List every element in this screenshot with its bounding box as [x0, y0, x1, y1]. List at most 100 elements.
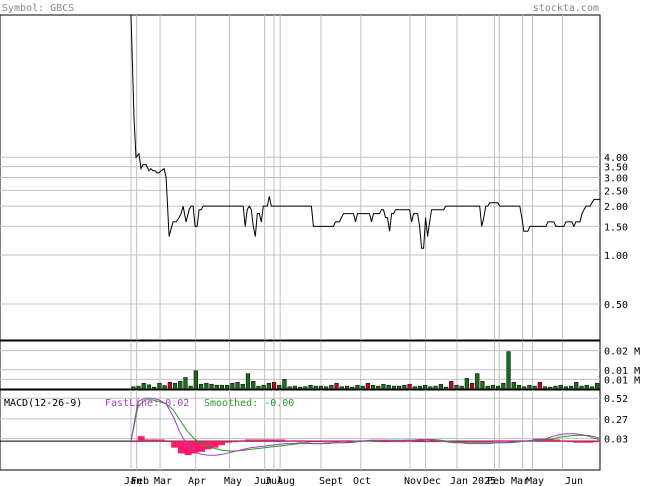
volume-bar [433, 385, 438, 390]
volume-bar [386, 384, 391, 390]
volume-bar [589, 386, 595, 390]
volume-bar [490, 384, 496, 390]
x-axis-label: Jan [450, 476, 468, 486]
macd-histogram-bar [378, 441, 386, 443]
volume-bar [579, 385, 584, 390]
volume-bar [136, 385, 141, 390]
price-y-tick-label: 3.50 [604, 163, 628, 174]
macd-histogram-bar [271, 439, 279, 442]
macd-histogram-bar [325, 440, 333, 442]
volume-bar [553, 385, 558, 390]
volume-y-tick-label: 0.01 M [604, 375, 640, 386]
volume-bar [563, 386, 568, 390]
price-y-tick-label: 2.00 [604, 202, 628, 213]
price-line [130, 14, 600, 249]
x-axis-label: Feb [131, 476, 149, 486]
macd-histogram-bar [559, 440, 567, 442]
macd-histogram-bar [506, 440, 514, 442]
volume-bar [475, 373, 480, 390]
volume-bar [131, 386, 136, 390]
volume-bar [329, 384, 334, 390]
volume-bar [506, 351, 511, 390]
volume-bar [219, 384, 225, 390]
volume-bar [308, 384, 313, 390]
volume-bar [344, 385, 350, 390]
volume-bar [298, 386, 303, 390]
volume-bar [146, 384, 152, 390]
macd-histogram-bar [131, 441, 138, 443]
x-axis-label: Mar [154, 476, 172, 486]
volume-bar [360, 385, 365, 390]
volume-bar [324, 386, 329, 390]
volume-bar [516, 384, 522, 390]
volume-bar [235, 382, 240, 390]
volume-bar [574, 382, 579, 390]
price-y-tick-label: 2.50 [604, 186, 628, 197]
macd-histogram-bar [593, 441, 601, 443]
macd-smoothed-line [130, 399, 601, 452]
macd-histogram-bar [238, 440, 246, 442]
macd-histogram-bar [486, 441, 494, 443]
volume-bar [198, 383, 204, 390]
macd-y-axis: 0.52 0.27 0.03 [604, 394, 628, 445]
x-axis-label: May [224, 476, 242, 486]
macd-histogram-bar [144, 439, 152, 442]
volume-bar [402, 384, 407, 390]
macd-histogram-bar [251, 439, 259, 442]
macd-histogram-bar [151, 439, 159, 442]
macd-histogram-bar [573, 441, 581, 443]
macd-histogram-bar [425, 441, 433, 443]
price-y-tick-label: 1.50 [604, 222, 628, 233]
macd-histogram-bar [164, 441, 172, 443]
x-axis-label: May [526, 476, 544, 486]
volume-bar [428, 386, 433, 390]
macd-histogram-bar [184, 441, 192, 456]
macd-y-tick-label: 0.03 [604, 435, 628, 446]
macd-histogram-bar [472, 441, 480, 443]
volume-bar [251, 381, 256, 390]
macd-histogram-bar [311, 441, 319, 443]
macd-histogram-bar [177, 441, 185, 454]
macd-histogram-bar [191, 441, 199, 454]
volume-bar [318, 385, 324, 390]
macd-histogram-bar [211, 441, 219, 448]
volume-bar [443, 386, 449, 390]
volume-bar [548, 386, 553, 390]
price-y-tick-label: 3.00 [604, 174, 628, 185]
macd-grid [0, 390, 600, 470]
volume-bar [245, 373, 251, 390]
volume-y-tick-label: 0.02 M [604, 347, 640, 358]
macd-histogram-bar [459, 441, 467, 443]
macd-histogram-bar [305, 441, 313, 443]
macd-histogram-bar [546, 438, 554, 442]
x-axis-label: Mar [511, 476, 529, 486]
macd-histogram-bar [291, 440, 299, 442]
macd-histogram-bar [224, 441, 232, 443]
volume-bar [167, 382, 172, 390]
macd-histogram-bar [479, 441, 487, 443]
price-y-tick-label: 4.00 [604, 153, 628, 164]
x-axis-label: Jun [254, 476, 272, 486]
volume-bar [537, 382, 542, 390]
volume-bar [595, 382, 600, 390]
macd-histogram-bar [278, 439, 286, 442]
volume-bar [193, 370, 198, 390]
x-axis-label: Apr [188, 476, 206, 486]
x-axis-label: Jul [265, 476, 283, 486]
volume-bar [464, 378, 469, 390]
x-axis-label: Sept [319, 476, 343, 486]
volume-bar [162, 385, 167, 390]
volume-bar [277, 384, 282, 390]
volume-bar [141, 382, 146, 390]
volume-grid [0, 341, 600, 389]
volume-bar [152, 386, 157, 390]
volume-bar [449, 381, 454, 390]
macd-histogram-bar [318, 441, 326, 443]
macd-histogram-bar [566, 441, 574, 443]
x-axis-label: Oct [353, 476, 371, 486]
volume-bar [480, 381, 485, 390]
macd-histogram-bar [218, 441, 226, 446]
macd-histogram-bar [171, 441, 179, 448]
